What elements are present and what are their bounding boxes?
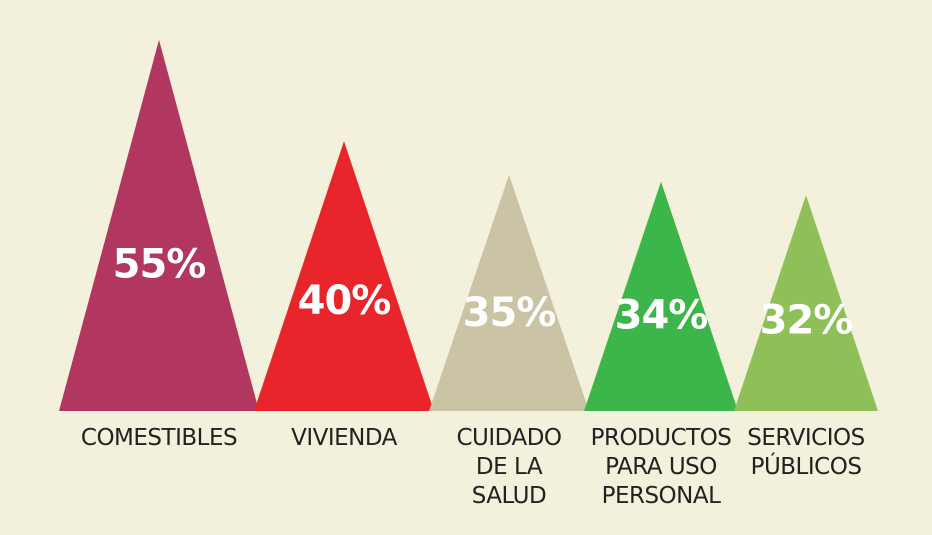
value-label-1: 55% <box>113 241 206 287</box>
category-label-1: COMESTIBLES <box>80 425 238 451</box>
triangle-bar-2 <box>254 141 434 411</box>
value-label-3: 35% <box>463 290 556 336</box>
triangle-bar-3 <box>429 174 589 411</box>
chart-marks <box>59 39 878 411</box>
category-label-4: PRODUCTOS PARA USO PERSONAL <box>590 425 732 509</box>
category-label-5: SERVICIOS PÚBLICOS <box>747 425 865 480</box>
value-label-2: 40% <box>298 278 391 324</box>
chart-value-labels: 55% 40% 35% 34% 32% <box>113 241 854 343</box>
triangle-bar-1 <box>59 39 259 411</box>
value-label-4: 34% <box>615 292 708 338</box>
category-label-2: VIVIENDA <box>291 425 397 451</box>
value-label-5: 32% <box>760 297 853 343</box>
category-label-3: CUIDADO DE LA SALUD <box>456 425 562 509</box>
triangle-bar-4 <box>584 181 738 411</box>
triangle-bar-5 <box>734 195 878 411</box>
